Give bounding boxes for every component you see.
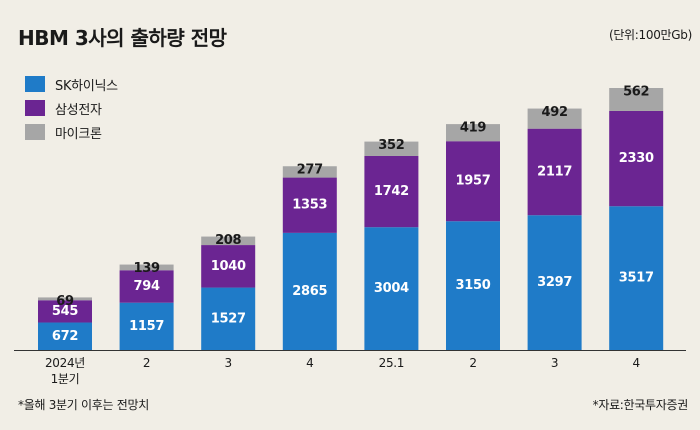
legend-label-samsung: 삼성전자 [55,102,102,118]
value-label-sk-hynix-1: 672 [52,329,78,344]
x-tick-label-7: 3 [551,356,558,370]
value-label-sk-hynix-8: 3517 [619,271,654,286]
bar-samsung-5 [364,155,419,228]
x-tick-label-8: 4 [633,356,640,370]
bar-micron-5 [364,141,419,156]
bar-micron-7 [527,108,582,129]
x-tick-label-5: 25.1 [379,356,405,370]
bar-micron-2 [119,264,174,271]
legend-swatch-samsung [25,100,45,116]
legend-label-micron: 마이크론 [55,126,102,142]
value-label-samsung-5: 1742 [374,184,409,199]
value-label-micron-1: 69 [56,294,74,309]
legend-item-micron: 마이크론 [25,120,118,144]
x-tick-label-6: 2 [469,356,476,370]
chart-title: HBM 3사의 출하량 전망 [18,26,227,50]
x-tick-label-2: 2 [143,356,150,370]
value-label-samsung-3: 1040 [211,259,246,274]
value-label-sk-hynix-4: 2865 [292,284,327,299]
bar-sk-hynix-5 [364,227,419,350]
bar-samsung-4 [282,177,337,233]
bar-sk-hynix-4 [282,232,337,350]
value-label-samsung-8: 2330 [619,151,654,166]
value-label-micron-5: 352 [378,138,404,153]
value-label-samsung-4: 1353 [292,198,327,213]
value-label-micron-8: 562 [623,85,649,100]
value-label-samsung-7: 2117 [537,164,572,179]
bar-samsung-1 [38,300,92,323]
x-tick-label-3: 3 [225,356,232,370]
value-label-samsung-2: 794 [133,279,159,294]
legend-item-sk-hynix: SK하이닉스 [25,72,118,96]
value-label-micron-3: 208 [215,233,241,248]
value-label-micron-6: 419 [460,121,486,136]
x-tick-label-1: 2024년 1분기 [45,356,85,386]
bar-samsung-8 [609,110,664,207]
value-label-samsung-1: 545 [52,304,78,319]
bar-micron-6 [446,124,500,142]
bar-sk-hynix-2 [119,302,174,350]
legend: SK하이닉스 삼성전자 마이크론 [25,72,118,144]
bar-samsung-3 [201,245,256,288]
bar-micron-1 [38,297,92,301]
value-label-sk-hynix-6: 3150 [456,278,491,293]
value-label-samsung-6: 1957 [456,174,491,189]
bar-sk-hynix-8 [609,206,664,350]
value-label-sk-hynix-2: 1157 [129,319,164,334]
legend-swatch-sk-hynix [25,76,45,92]
footnote: *올해 3분기 이후는 전망치 [18,398,149,412]
legend-item-samsung: 삼성전자 [25,96,118,120]
value-label-sk-hynix-3: 1527 [211,311,246,326]
value-label-micron-2: 139 [133,261,159,276]
bar-sk-hynix-3 [201,287,256,350]
bar-micron-8 [609,88,664,111]
bar-micron-3 [201,236,256,246]
x-tick-label-4: 4 [306,356,313,370]
bar-samsung-2 [119,270,174,303]
value-label-sk-hynix-5: 3004 [374,281,409,296]
value-label-micron-7: 492 [541,105,567,120]
bar-sk-hynix-1 [38,322,92,350]
unit-label: (단위:100만Gb) [608,28,692,42]
legend-label-sk-hynix: SK하이닉스 [55,78,118,94]
bar-sk-hynix-7 [527,215,582,350]
value-label-micron-4: 277 [297,163,323,178]
bar-micron-4 [282,166,337,178]
legend-swatch-micron [25,124,45,140]
source-note: *자료:한국투자증권 [592,398,689,412]
bar-sk-hynix-6 [446,221,500,350]
bar-samsung-7 [527,128,582,216]
value-label-sk-hynix-7: 3297 [537,275,572,290]
bar-samsung-6 [446,141,500,222]
